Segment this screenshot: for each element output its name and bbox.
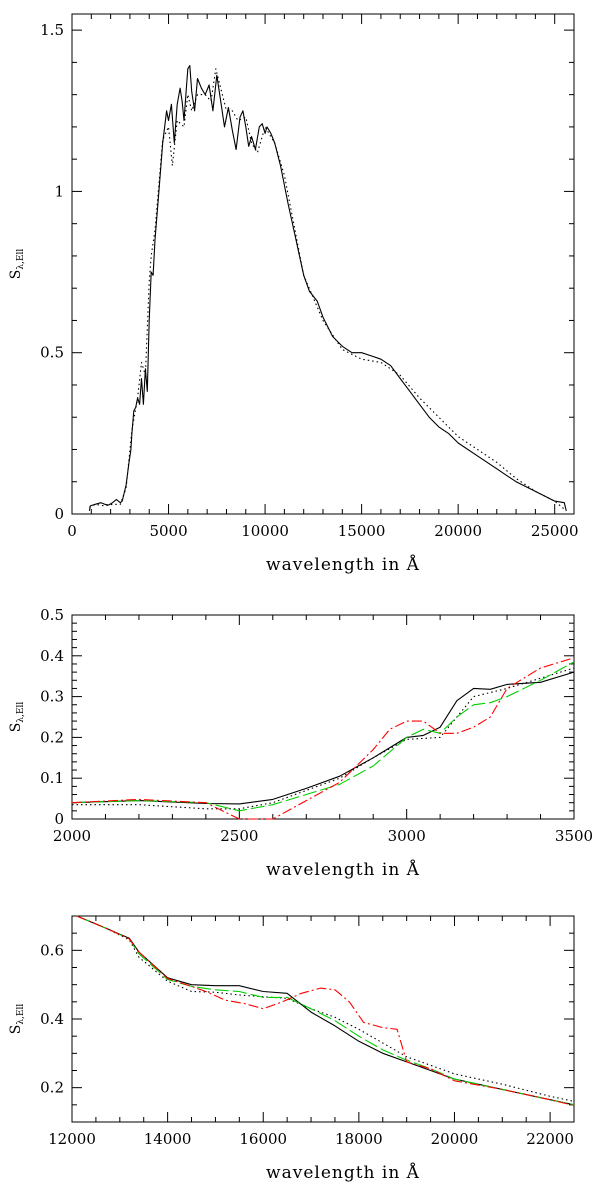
y-axis-title-sub: λ,Ell: [16, 702, 26, 723]
chart-uv-zoom: 2000 2500 3000 3500 0 0.1 0.2 0.3 0.4 0.5 waveleng…: [8, 606, 593, 880]
x-tick-label: 16000: [239, 1130, 287, 1148]
series-line-dash-dot: [71, 657, 575, 820]
series-line-dash-dot: [76, 915, 575, 1107]
y-tick-label: 0: [54, 810, 64, 828]
series-line-dotted: [89, 68, 567, 512]
series-line-dotted: [72, 667, 575, 810]
y-axis-title-main: S: [8, 270, 24, 280]
chart-full-spectrum: 0 5000 10000 15000 20000 25000 0 0.5 1 1.5 wavelen…: [8, 13, 579, 575]
x-tick-label: 2500: [220, 827, 258, 845]
x-tick-label: 3500: [555, 827, 593, 845]
series-line-solid: [71, 671, 575, 805]
y-axis-title: Sλ,Ell: [8, 1004, 26, 1035]
x-axis-title: wavelength in Å: [266, 554, 420, 575]
y-tick-label: 0: [54, 505, 64, 523]
series-line-solid: [88, 65, 567, 511]
y-axis-title: Sλ,Ell: [8, 702, 26, 733]
y-axis-title: Sλ,Ell: [8, 249, 26, 280]
x-tick-label: 14000: [144, 1130, 192, 1148]
x-tick-label: 10000: [241, 522, 289, 540]
y-tick-label: 0.5: [40, 606, 64, 624]
y-tick-label: 0.1: [40, 769, 64, 787]
x-axis-title: wavelength in Å: [266, 859, 420, 880]
y-tick-label: 0.3: [40, 688, 64, 706]
y-tick-label: 1: [54, 182, 64, 200]
y-tick-label: 0.5: [40, 344, 64, 362]
x-axis-title: wavelength in Å: [266, 1162, 420, 1183]
plot-frame: [71, 13, 575, 515]
plot-frame: [71, 614, 575, 820]
y-tick-label: 1.5: [40, 21, 64, 39]
series-line-long-dash: [76, 915, 575, 1106]
x-tick-label: 25000: [531, 522, 579, 540]
x-tick-label: 0: [67, 522, 77, 540]
x-tick-label: 20000: [431, 1130, 479, 1148]
chart-ir-zoom: 12000 14000 16000 18000 20000 22000 0.2 0.4 0.6 w…: [8, 915, 575, 1183]
x-tick-label: 22000: [526, 1130, 574, 1148]
y-axis-title-sub: λ,Ell: [16, 249, 26, 270]
y-tick-label: 0.2: [40, 1079, 64, 1097]
y-axis-title-main: S: [8, 723, 24, 733]
x-tick-label: 20000: [434, 522, 482, 540]
y-tick-label: 0.2: [40, 728, 64, 746]
y-tick-label: 0.4: [40, 647, 64, 665]
x-tick-label: 5000: [149, 522, 187, 540]
y-axis-title-sub: λ,Ell: [16, 1004, 26, 1025]
series-line-solid: [76, 915, 575, 1106]
y-tick-label: 0.6: [40, 941, 64, 959]
series-line-dotted: [76, 915, 575, 1102]
x-tick-label: 2000: [53, 827, 91, 845]
y-tick-label: 0.4: [40, 1010, 64, 1028]
x-tick-label: 12000: [48, 1130, 96, 1148]
x-tick-label: 18000: [335, 1130, 383, 1148]
x-tick-label: 15000: [338, 522, 386, 540]
y-axis-title-main: S: [8, 1025, 24, 1035]
series-line-long-dash: [71, 661, 575, 812]
x-tick-label: 3000: [388, 827, 426, 845]
